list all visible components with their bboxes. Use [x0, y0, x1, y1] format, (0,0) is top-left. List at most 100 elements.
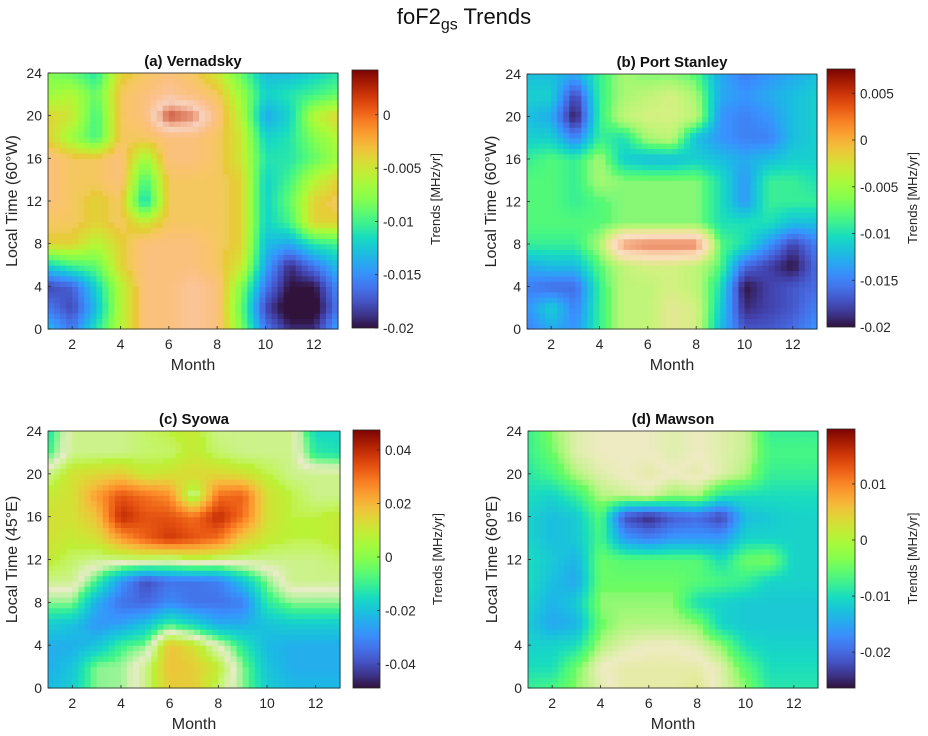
heatmap-cell [180, 174, 188, 181]
heatmap-cell [623, 100, 631, 107]
heatmap-cell [253, 281, 261, 287]
heatmap-cell [659, 148, 667, 155]
heatmap-cell [708, 238, 715, 245]
heatmap-cell [786, 233, 794, 240]
heatmap-cell [72, 580, 80, 587]
heatmap-cell [241, 281, 248, 287]
heatmap-cell [78, 121, 85, 127]
heatmap-cell [696, 79, 703, 86]
heatmap-cell [593, 302, 601, 309]
heatmap-cell [193, 227, 200, 234]
heatmap-cell [283, 163, 291, 170]
heatmap-cell [331, 265, 339, 271]
heatmap-cell [289, 270, 297, 277]
heatmap-cell [762, 206, 770, 213]
heatmap-cell [48, 281, 55, 287]
heatmap-cell [102, 243, 110, 250]
heatmap-cell [599, 84, 607, 91]
heatmap-cell [211, 243, 218, 250]
heatmap-cell [780, 100, 788, 107]
heatmap-cell [193, 179, 200, 186]
heatmap-cell [702, 169, 709, 176]
heatmap-cell [690, 164, 697, 171]
heatmap-cell [144, 270, 152, 277]
heatmap-cell [217, 195, 224, 202]
heatmap-cell [744, 201, 752, 208]
heatmap-cell [798, 254, 806, 261]
heatmap-cell [217, 297, 224, 303]
heatmap-cell [60, 586, 67, 593]
heatmap-cell [545, 79, 552, 86]
heatmap-cell [575, 84, 582, 91]
heatmap-cell [581, 313, 589, 319]
heatmap-cell [581, 185, 589, 192]
heatmap-cell [533, 153, 540, 160]
heatmap-cell [199, 254, 206, 261]
heatmap-cell [265, 201, 273, 207]
heatmap-cell [60, 511, 67, 518]
heatmap-cell [563, 190, 570, 197]
heatmap-cell [696, 206, 703, 213]
heatmap-cell [307, 73, 315, 79]
heatmap-cell [126, 190, 134, 197]
heatmap-cell [331, 238, 339, 245]
heatmap-cell [259, 174, 267, 181]
heatmap-cell [551, 249, 558, 256]
heatmap-cell [702, 222, 709, 229]
heatmap-cell [211, 78, 218, 85]
heatmap-cell [756, 259, 764, 266]
heatmap-cell [684, 127, 691, 134]
heatmap-cell [774, 222, 782, 229]
heatmap-cell [54, 484, 61, 491]
heatmap-cell [678, 244, 685, 250]
heatmap-cell [241, 201, 248, 207]
heatmap-cell [150, 174, 158, 181]
heatmap-cell [714, 143, 721, 149]
heatmap-cell [774, 174, 782, 181]
heatmap-cell [259, 153, 267, 159]
heatmap-cell [611, 313, 619, 319]
heatmap-cell [48, 73, 55, 79]
heatmap-cell [539, 116, 546, 123]
heatmap-cell [217, 126, 224, 133]
heatmap-cell [726, 143, 734, 149]
heatmap-cell [259, 265, 267, 271]
heatmap-cell [229, 190, 236, 197]
heatmap-cell [672, 249, 679, 256]
heatmap-cell [587, 249, 595, 256]
heatmap-cell [217, 153, 224, 159]
heatmap-cell [72, 666, 80, 673]
heatmap-cell [738, 132, 746, 139]
heatmap-cell [792, 249, 800, 256]
heatmap-cell [599, 233, 607, 240]
heatmap-cell [180, 163, 188, 170]
heatmap-cell [150, 169, 158, 175]
heatmap-cell [762, 212, 770, 219]
heatmap-cell [798, 190, 806, 197]
heatmap-cell [277, 233, 285, 239]
heatmap-cell [126, 163, 134, 170]
heatmap-cell [174, 78, 182, 85]
heatmap-cell [750, 185, 758, 192]
heatmap-cell [527, 238, 534, 245]
heatmap-cell [551, 100, 558, 107]
heatmap-cell [72, 575, 80, 582]
heatmap-cell [575, 137, 582, 144]
heatmap-cell [780, 174, 788, 181]
heatmap-cell [581, 254, 589, 261]
heatmap-cell [665, 148, 673, 155]
heatmap-cell [319, 115, 327, 122]
heatmap-cell [738, 153, 746, 160]
heatmap-cell [768, 95, 776, 102]
heatmap-cell [527, 137, 534, 144]
heatmap-cell [623, 254, 631, 261]
heatmap-cell [690, 212, 697, 219]
heatmap-cell [271, 201, 279, 207]
heatmap-cell [138, 142, 146, 149]
heatmap-cell [319, 233, 327, 239]
heatmap-cell [690, 297, 697, 304]
heatmap-cell [54, 201, 61, 207]
heatmap-cell [241, 222, 248, 229]
heatmap-cell [325, 249, 333, 255]
heatmap-cell [581, 249, 589, 256]
